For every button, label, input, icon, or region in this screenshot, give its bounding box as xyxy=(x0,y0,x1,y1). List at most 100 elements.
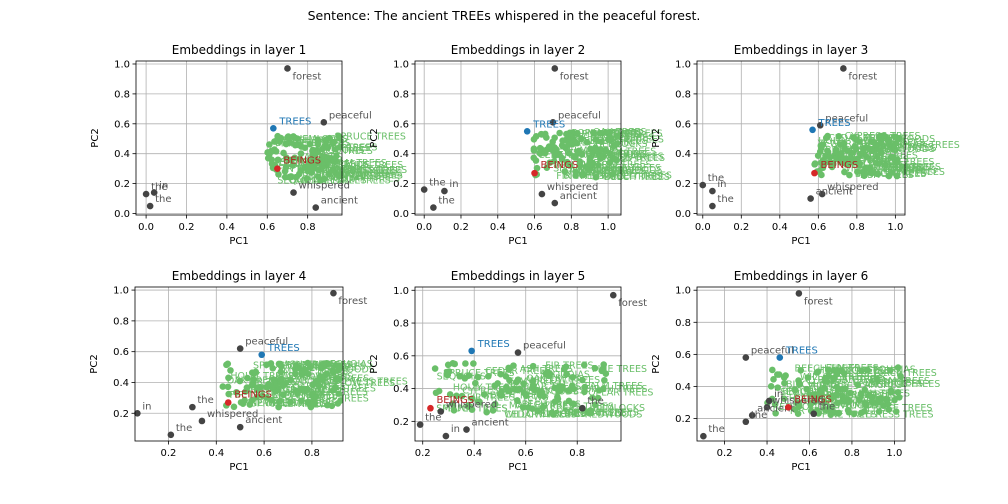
cloud-point xyxy=(335,365,343,372)
context-label: the xyxy=(751,410,767,421)
cloud-label: ASH TREES xyxy=(274,157,327,168)
concept-point xyxy=(811,169,818,177)
y-tick-label: 0.2 xyxy=(114,179,130,190)
cloud-point xyxy=(775,371,783,378)
subplot-title: Embeddings in layer 5 xyxy=(451,269,585,283)
cloud-point xyxy=(548,409,556,417)
cloud-point xyxy=(868,394,876,401)
cloud-label: PINE TREES xyxy=(242,398,297,409)
cloud-point xyxy=(586,156,594,163)
cloud-point xyxy=(820,398,828,406)
cloud-point xyxy=(264,149,271,156)
cloud-point xyxy=(546,370,554,378)
cloud-point xyxy=(804,374,812,381)
cloud-point xyxy=(275,403,282,411)
cloud-point xyxy=(822,152,829,160)
cloud-label: PALM TREES xyxy=(328,158,387,169)
y-tick-label: 0.4 xyxy=(113,378,129,389)
cloud-label: POPLAR TREES xyxy=(271,376,342,387)
cloud-label: CYPRESS TREES xyxy=(589,153,665,164)
cloud-label: PALM TREES xyxy=(598,147,657,158)
x-tick-label: 0.4 xyxy=(772,222,788,233)
cloud-point xyxy=(592,173,600,181)
cloud-label: ASH TREES xyxy=(857,389,910,400)
target-label: TREES xyxy=(477,339,510,350)
cloud-point xyxy=(579,376,586,384)
cloud-label: FIR TREES xyxy=(811,381,859,392)
context-point xyxy=(236,345,244,352)
cloud-point xyxy=(838,397,846,405)
context-label: forest xyxy=(292,71,321,82)
context-label: peaceful xyxy=(751,346,794,357)
cloud-label: FIR TREES xyxy=(545,361,593,372)
context-label: in xyxy=(449,179,458,190)
cloud-point xyxy=(795,377,802,384)
y-tick-label: 0.8 xyxy=(393,319,409,330)
cloud-point xyxy=(819,164,827,172)
cloud-label: LARCHES xyxy=(860,140,904,151)
cloud-point xyxy=(868,138,876,146)
cloud-point xyxy=(520,389,528,397)
context-label: the xyxy=(176,423,192,434)
cloud-point xyxy=(280,391,287,399)
cloud-label: BIRCH TREES xyxy=(282,135,345,146)
cloud-label: SPRUCE TREES xyxy=(335,131,406,142)
cloud-label: BIRCH TREES xyxy=(874,368,937,379)
cloud-label: SEQUOIAS xyxy=(281,377,330,388)
cloud-label: PALM TREES xyxy=(332,175,391,186)
cloud-point xyxy=(840,140,847,147)
cloud-points xyxy=(764,364,904,419)
cloud-point xyxy=(432,389,440,397)
x-tick-label: 0.4 xyxy=(466,448,482,459)
cloud-point xyxy=(537,388,545,396)
cloud-label: POPLAR TREES xyxy=(826,391,897,402)
cloud-point xyxy=(875,408,883,415)
cloud-label: BIRCH TREES xyxy=(861,163,924,174)
cloud-point xyxy=(241,397,248,404)
y-tick-label: 0.6 xyxy=(393,351,409,362)
cloud-point xyxy=(560,365,568,373)
cloud-point xyxy=(491,400,499,408)
cloud-point xyxy=(563,130,570,138)
cloud-point xyxy=(578,151,586,158)
context-point xyxy=(236,423,244,431)
cloud-point xyxy=(538,131,546,138)
cloud-label: PINE TREES xyxy=(843,159,898,170)
cloud-label: ASH TREES xyxy=(611,134,664,145)
cloud-point xyxy=(613,156,621,164)
cloud-label: PINE TREES xyxy=(315,143,370,154)
cloud-point xyxy=(468,395,476,402)
context-label: the xyxy=(425,413,441,424)
cloud-point xyxy=(276,398,283,405)
cloud-point xyxy=(886,367,894,374)
target-label: TREES xyxy=(818,118,851,129)
cloud-point xyxy=(867,146,874,153)
cloud-point xyxy=(219,383,227,390)
cloud-label: SPRUCE TREES xyxy=(436,404,507,415)
cloud-point xyxy=(513,378,520,386)
cloud-point xyxy=(289,162,297,169)
context-point xyxy=(709,202,716,210)
cloud-point xyxy=(504,387,512,395)
context-point xyxy=(538,190,546,198)
x-tick-label: 0.6 xyxy=(259,222,275,233)
x-tick-label: 0.2 xyxy=(161,448,177,459)
cloud-point xyxy=(591,364,599,372)
context-point xyxy=(442,432,450,440)
cloud-point xyxy=(602,129,610,136)
concept-label: BEINGS xyxy=(436,395,474,406)
cloud-label: POPLAR TREES xyxy=(332,171,403,182)
cloud-point xyxy=(579,171,586,178)
cloud-label: MAPLE TREES xyxy=(834,389,899,400)
cloud-label: YEWS xyxy=(817,139,845,150)
axes-frame xyxy=(135,60,343,216)
y-tick-label: 0.6 xyxy=(675,119,691,130)
cloud-label: SEQUOIAS xyxy=(594,152,643,163)
cloud-point xyxy=(326,134,333,142)
context-point xyxy=(416,421,424,428)
cloud-point xyxy=(891,396,898,404)
plot-area xyxy=(697,61,905,215)
y-tick-label: 1.0 xyxy=(675,59,691,70)
cloud-label: REDWOODS xyxy=(521,387,579,398)
cloud-label: CEDAR TREES xyxy=(300,175,366,186)
